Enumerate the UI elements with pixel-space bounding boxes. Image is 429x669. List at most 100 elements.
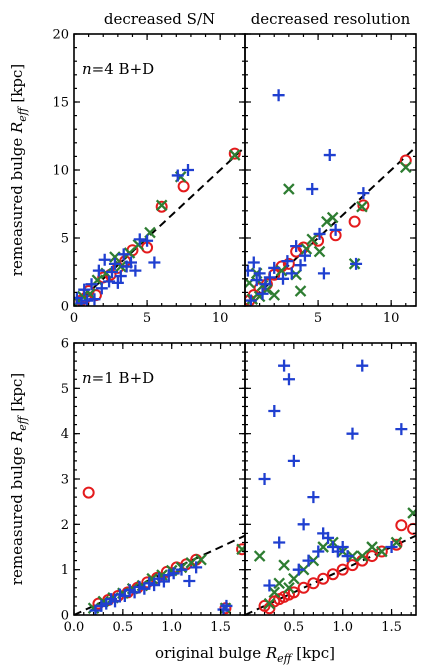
point-circle (307, 577, 320, 590)
markers (253, 359, 416, 615)
x-tick-label: 1.5 (210, 620, 231, 635)
point-x (236, 543, 245, 556)
point-plus (245, 264, 254, 277)
x-tick-label: 5 (314, 311, 322, 326)
point-plus (356, 359, 369, 372)
x-tick-label: 1.5 (381, 620, 402, 635)
point-plus (306, 183, 319, 196)
point-plus (157, 575, 170, 588)
x-tick-label: 10 (212, 311, 229, 326)
point-x (195, 553, 207, 566)
point-plus (109, 595, 122, 608)
panel-4: 0.5 1.0 1.5 (244, 342, 417, 635)
point-circle (317, 572, 330, 585)
point-plus (259, 278, 272, 291)
point-plus (268, 405, 281, 417)
point-plus (277, 272, 289, 285)
point-circle (236, 543, 245, 556)
point-circle (177, 180, 190, 193)
point-plus (322, 531, 335, 544)
point-circle (282, 257, 295, 270)
point-plus (190, 561, 203, 574)
point-plus (292, 563, 305, 576)
y-tick-label: 4 (61, 427, 69, 442)
panel-label: n=4 B+D (82, 60, 154, 78)
markers (74, 147, 241, 306)
x-tick-label: 10 (383, 311, 400, 326)
point-plus (253, 267, 266, 280)
point-plus (273, 536, 286, 549)
column-title-1: decreased S/N (104, 10, 215, 28)
point-plus (220, 599, 233, 612)
point-x (155, 199, 168, 212)
x-tick-label: 5 (143, 311, 151, 326)
point-x (288, 572, 300, 585)
reference-line (245, 534, 416, 615)
y-tick-label: 5 (61, 382, 69, 397)
point-x (306, 233, 319, 246)
y-tick-label: 0 (61, 609, 69, 624)
point-plus (171, 169, 184, 182)
point-x (366, 541, 378, 553)
markers (245, 89, 412, 306)
point-plus (298, 249, 311, 262)
point-plus (106, 266, 118, 278)
point-x (283, 183, 295, 195)
point-x (313, 245, 326, 258)
x-tick-label: 0.0 (64, 620, 85, 635)
point-plus (278, 359, 291, 372)
y-tick-label: 5 (61, 232, 69, 247)
point-x (278, 559, 290, 571)
panel-2: 5 10 (244, 33, 417, 326)
point-plus (307, 491, 320, 504)
point-plus (294, 259, 307, 272)
y-tick-label: 10 (52, 164, 69, 179)
point-plus (95, 282, 108, 295)
point-plus (92, 264, 105, 277)
point-plus (302, 554, 315, 567)
point-circle (228, 147, 241, 160)
axes-frame (244, 342, 417, 616)
point-plus (268, 261, 281, 274)
point-plus (148, 256, 161, 269)
point-plus (385, 541, 398, 553)
point-x (123, 247, 136, 259)
point-circle (297, 581, 310, 594)
point-plus (281, 255, 294, 268)
panel-3: 0 1 2 3 4 5 6 0.0 0.5 1.0 1.5 n=1 B+D (61, 337, 246, 635)
point-plus (285, 267, 298, 280)
point-circle (155, 200, 168, 213)
point-plus (346, 427, 359, 440)
point-x (356, 200, 368, 213)
point-circle (348, 215, 361, 228)
x-tick-label: 1.0 (161, 620, 182, 635)
point-plus (103, 275, 116, 288)
point-x (273, 577, 286, 590)
point-plus (263, 579, 276, 592)
x-tick-label: 1.0 (332, 620, 353, 635)
point-plus (336, 541, 349, 553)
point-plus (75, 297, 88, 306)
point-plus (167, 567, 180, 580)
point-plus (125, 256, 137, 269)
point-plus (117, 248, 130, 261)
point-plus (313, 227, 326, 240)
point-plus (129, 264, 142, 277)
point-x (283, 581, 295, 594)
point-x (317, 541, 329, 553)
point-x (321, 215, 333, 228)
point-x (300, 243, 313, 255)
point-x (326, 211, 339, 224)
x-tick-label: 0 (70, 311, 78, 326)
y-axis-label-1: remeasured bulge Reff [kpc] (8, 64, 29, 276)
point-plus (317, 267, 330, 280)
point-circle (399, 154, 412, 167)
point-x (375, 545, 388, 558)
point-plus (175, 563, 188, 576)
point-plus (258, 473, 271, 485)
point-plus (250, 274, 263, 287)
point-x (246, 293, 259, 306)
point-x (390, 536, 403, 549)
point-plus (85, 278, 98, 291)
point-plus (182, 164, 194, 176)
